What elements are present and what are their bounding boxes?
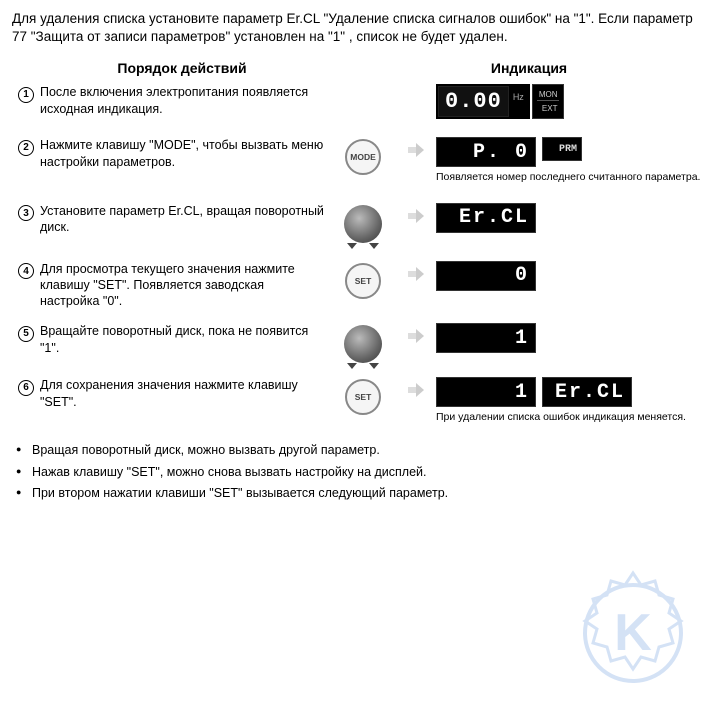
step-text: После включения электропитания появляетс…	[40, 84, 330, 117]
display-subtext: Появляется номер послед­него считанного …	[436, 171, 706, 184]
step-number: 4	[18, 263, 34, 279]
lcd-value: 0	[436, 261, 536, 291]
step-row: 1 После включения электропитания появляе…	[12, 84, 706, 119]
step-text: Вращайте поворотный диск, пока не появит…	[40, 323, 330, 356]
lcd-value: Er.CL	[436, 203, 536, 233]
lcd-value: 0.00	[438, 86, 509, 117]
arrow-icon	[408, 143, 424, 157]
step-number: 6	[18, 380, 34, 396]
lcd-side-labels: MON EXT	[532, 84, 565, 119]
lcd-value: P. 0	[436, 137, 536, 167]
header-indication: Индикация	[352, 60, 706, 76]
arrow-icon	[408, 329, 424, 343]
step-row: 6 Для сохранения значения нажмите клавиш…	[12, 377, 706, 424]
lcd-value: 1	[436, 323, 536, 353]
step-row: 5 Вращайте поворотный диск, пока не появ…	[12, 323, 706, 363]
arrow-icon	[408, 267, 424, 281]
arrow-icon	[408, 383, 424, 397]
step-number: 1	[18, 87, 34, 103]
display-subtext: При удалении списка ошибок индикация мен…	[436, 411, 706, 424]
lcd-value: 1	[436, 377, 536, 407]
dial-icon	[344, 325, 382, 363]
arrow-icon	[408, 209, 424, 223]
step-row: 2 Нажмите клавишу "MODE", чтобы вызвать …	[12, 137, 706, 184]
column-headers: Порядок действий Индикация	[12, 60, 706, 76]
step-text: Нажмите клавишу "MODE", чтобы вызвать ме…	[40, 137, 330, 170]
lcd-prm: PRM	[542, 137, 582, 161]
set-button-icon: SET	[345, 263, 381, 299]
step-row: 3 Установите параметр Er.CL, вращая пово…	[12, 203, 706, 243]
step-text: Для сохранения значения нажмите клавишу …	[40, 377, 330, 410]
dial-icon	[344, 205, 382, 243]
lcd-value: Er.CL	[542, 377, 632, 407]
notes-list: Вращая поворотный диск, можно вызвать др…	[12, 442, 706, 501]
note-item: Вращая поворотный диск, можно вызвать др…	[32, 442, 706, 458]
mode-button-icon: MODE	[345, 139, 381, 175]
step-text: Установите параметр Er.CL, вращая поворо…	[40, 203, 330, 236]
svg-text:K: K	[614, 604, 652, 662]
step-number: 5	[18, 326, 34, 342]
note-item: Нажав клавишу "SET", можно снова вызвать…	[32, 464, 706, 480]
note-item: При втором нажатии клавиши "SET" вызывае…	[32, 485, 706, 501]
step-text: Для просмотра текущего значения нажмите …	[40, 261, 330, 310]
step-number: 3	[18, 205, 34, 221]
display-initial: 0.00 Hz MON EXT	[436, 84, 706, 119]
lcd-unit: Hz	[509, 92, 528, 112]
watermark-logo-icon: K	[558, 558, 708, 708]
intro-text: Для удаления списка установите параметр …	[12, 10, 706, 46]
header-procedure: Порядок действий	[12, 60, 352, 76]
step-number: 2	[18, 140, 34, 156]
step-row: 4 Для просмотра текущего значения нажмит…	[12, 261, 706, 310]
set-button-icon: SET	[345, 379, 381, 415]
